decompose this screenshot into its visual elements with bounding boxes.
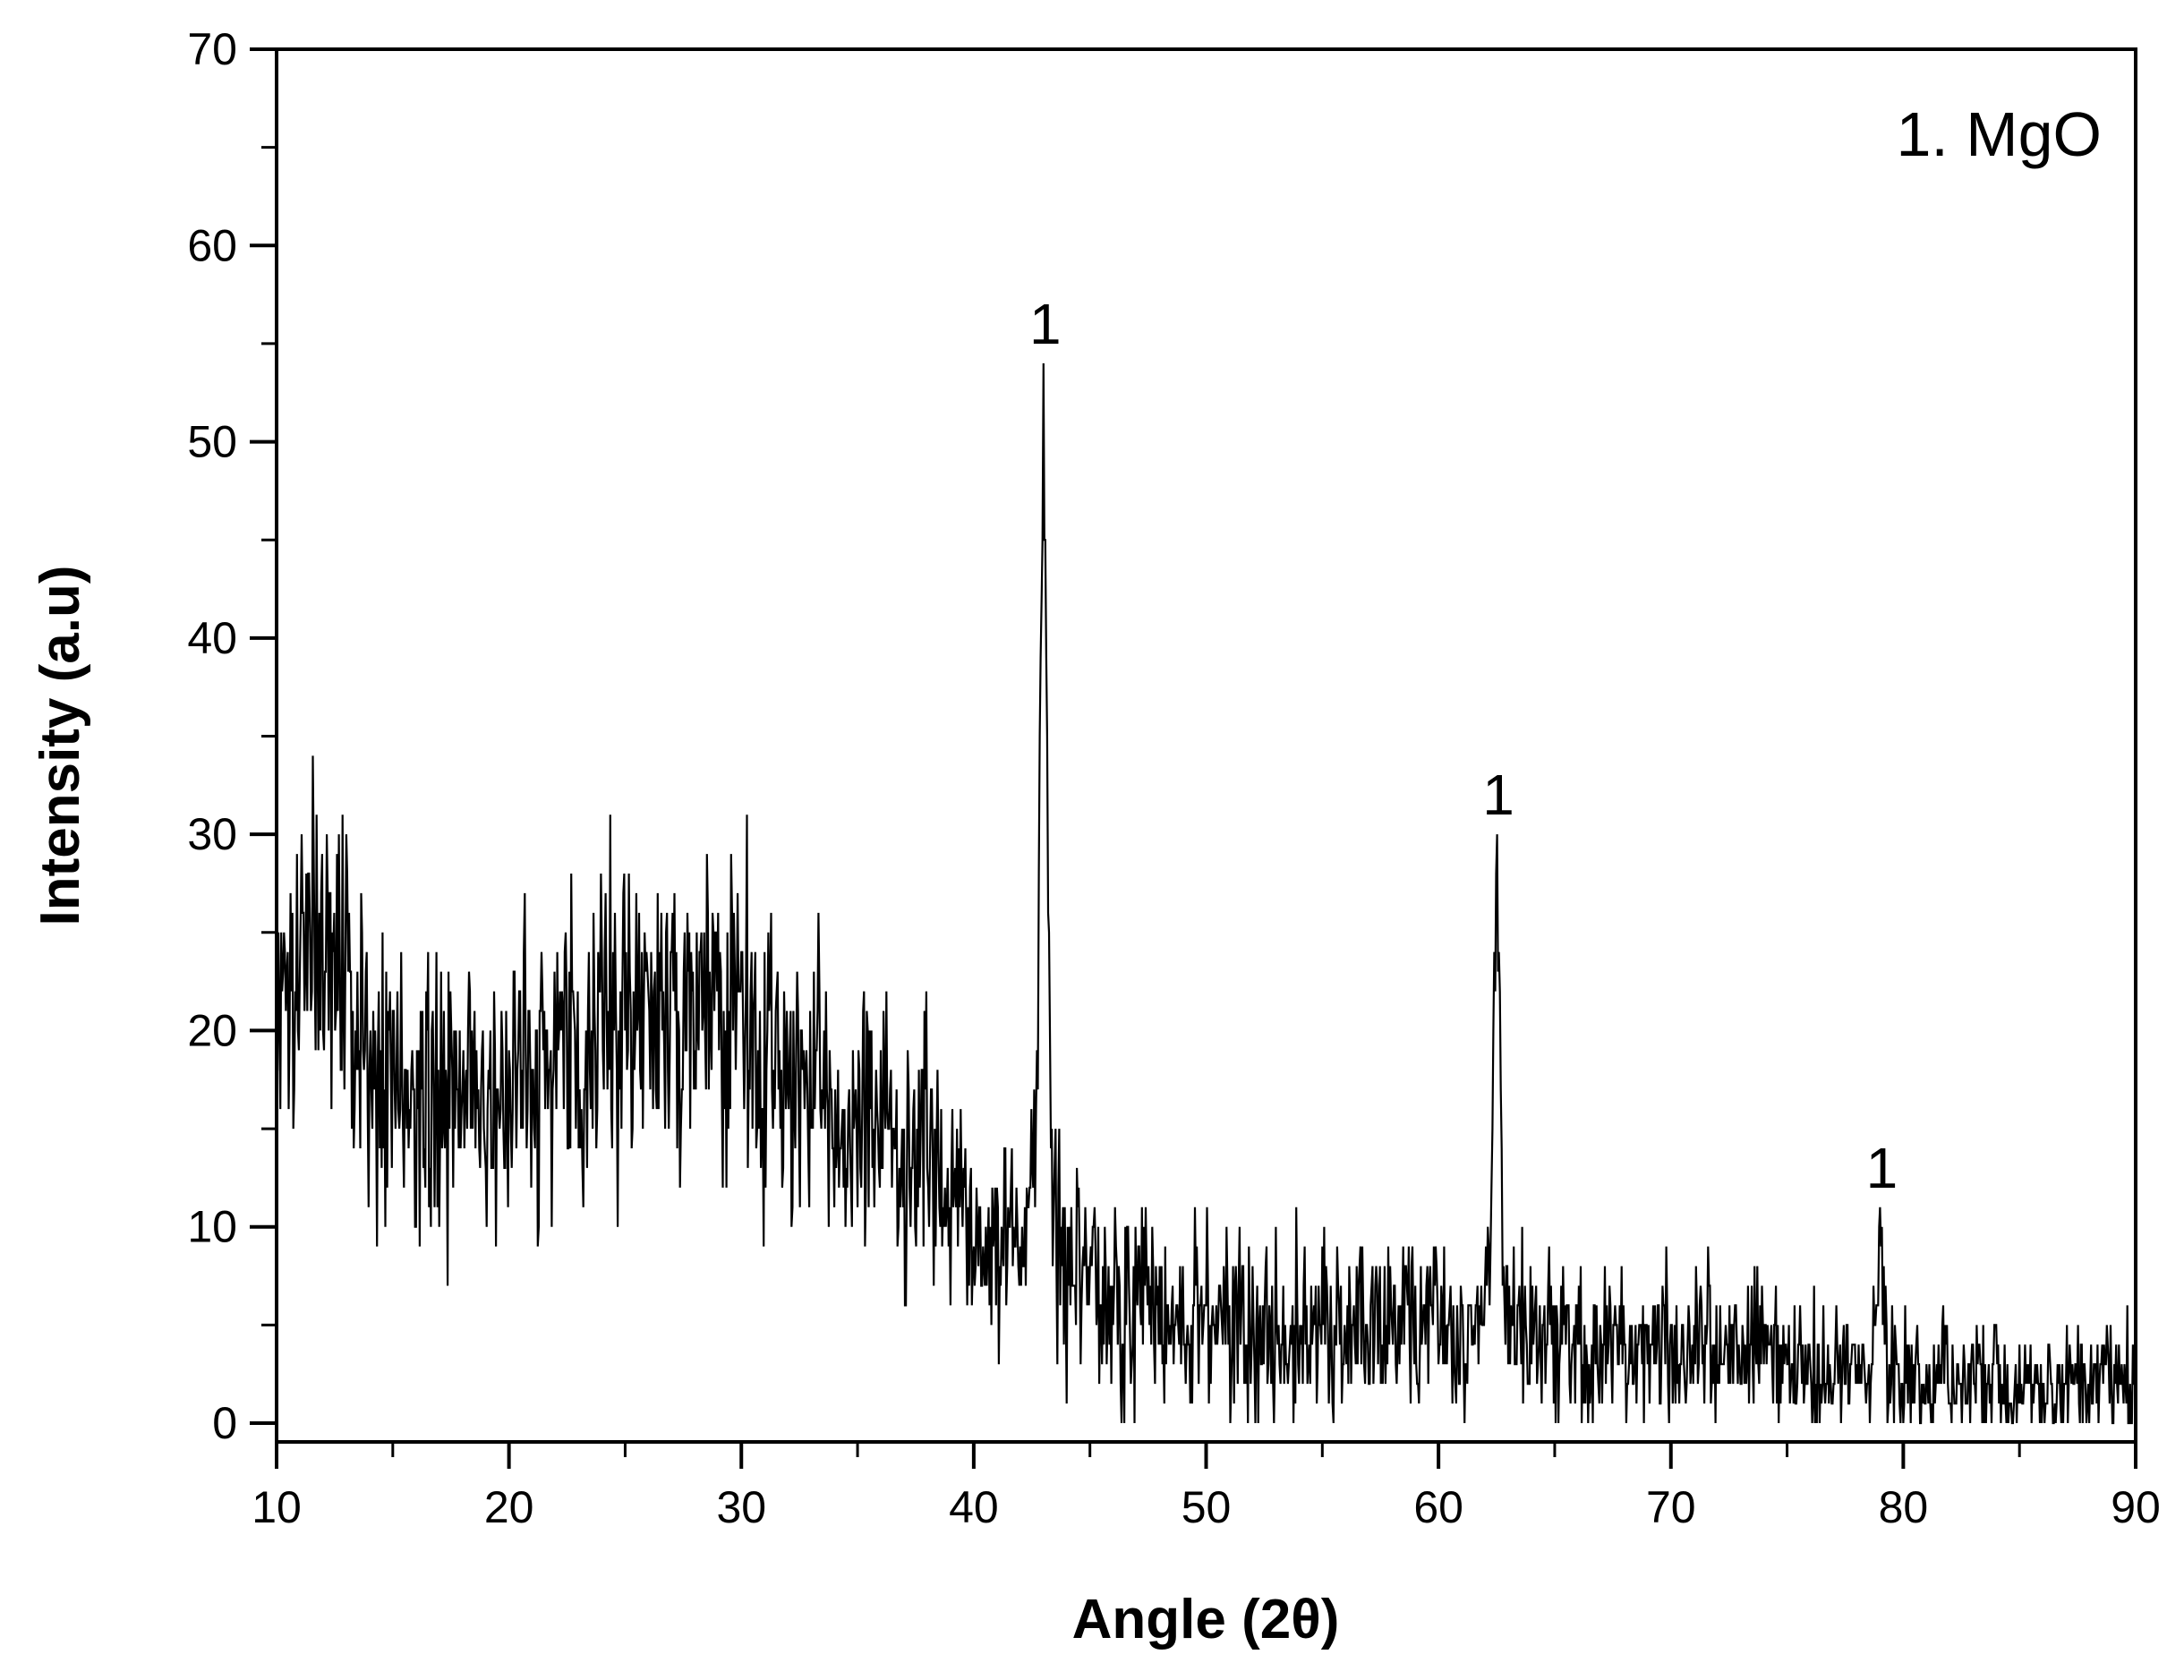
- x-tick-label: 10: [252, 1482, 302, 1532]
- x-tick-label: 40: [949, 1482, 999, 1532]
- peak-annotations: 1 1 1: [1029, 292, 1898, 1200]
- y-tick-label: 0: [212, 1398, 237, 1448]
- y-tick-label: 60: [187, 220, 237, 270]
- x-tick-label: 80: [1879, 1482, 1929, 1532]
- x-axis-title: Angle (2θ): [1072, 1589, 1340, 1650]
- peak-label: 1: [1482, 763, 1514, 827]
- x-tick-label: 90: [2111, 1482, 2161, 1532]
- legend-mgo: 1. MgO: [1896, 99, 2102, 169]
- plot-frame: [275, 47, 2137, 1444]
- y-axis-ticks: [250, 47, 277, 1425]
- x-tick-label: 30: [716, 1482, 766, 1532]
- y-tick-label: 70: [187, 24, 237, 74]
- y-tick-label: 50: [187, 417, 237, 467]
- x-tick-label: 70: [1646, 1482, 1696, 1532]
- y-tick-label: 10: [187, 1202, 237, 1252]
- x-tick-label: 60: [1413, 1482, 1463, 1532]
- x-axis-ticks: [275, 1442, 2137, 1469]
- x-tick-labels: 10 20 30 40 50 60 70 80 90: [252, 1482, 2161, 1532]
- xrd-pattern-series: [276, 362, 2137, 1425]
- x-tick-label: 50: [1182, 1482, 1232, 1532]
- peak-label: 1: [1866, 1136, 1898, 1200]
- y-tick-label: 30: [187, 809, 237, 859]
- y-tick-label: 40: [187, 613, 237, 663]
- peak-label: 1: [1029, 292, 1062, 356]
- y-tick-label: 20: [187, 1005, 237, 1055]
- y-tick-labels: 0 10 20 30 40 50 60 70: [187, 24, 237, 1448]
- x-tick-label: 20: [484, 1482, 534, 1532]
- y-axis-title: Intensity (a.u): [30, 565, 91, 925]
